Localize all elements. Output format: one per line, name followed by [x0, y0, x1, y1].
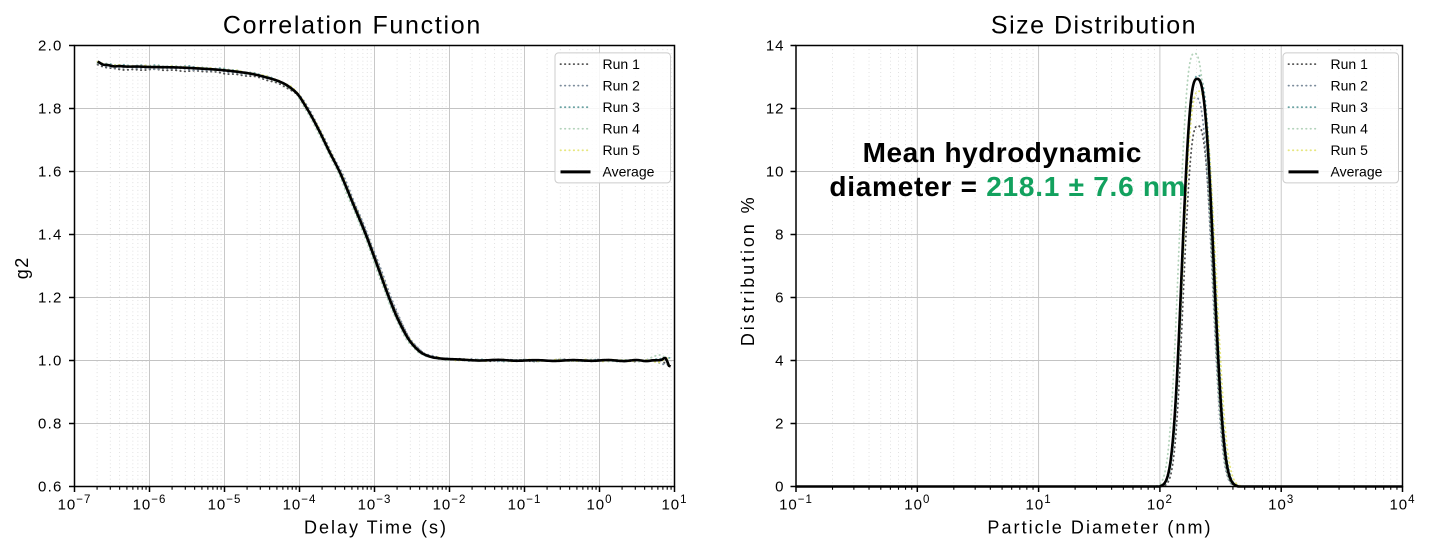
svg-text:2: 2: [775, 416, 784, 433]
svg-text:Run 3: Run 3: [1331, 99, 1369, 115]
svg-text:Run 4: Run 4: [1331, 121, 1369, 137]
svg-text:Run 1: Run 1: [1331, 56, 1369, 72]
svg-text:1.6: 1.6: [38, 164, 62, 181]
svg-text:Run 4: Run 4: [603, 121, 641, 137]
svg-text:1.8: 1.8: [38, 101, 62, 118]
svg-text:Run 2: Run 2: [1331, 77, 1369, 93]
svg-text:Run 1: Run 1: [603, 56, 641, 72]
svg-text:8: 8: [775, 227, 784, 244]
svg-text:2.0: 2.0: [38, 38, 62, 55]
svg-text:g2: g2: [12, 256, 32, 279]
svg-text:14: 14: [766, 38, 785, 55]
svg-text:Run 3: Run 3: [603, 99, 641, 115]
svg-text:Correlation Function: Correlation Function: [223, 12, 482, 40]
svg-text:Delay Time (s): Delay Time (s): [304, 518, 448, 538]
svg-text:Average: Average: [1331, 164, 1383, 180]
svg-text:Mean hydrodynamic: Mean hydrodynamic: [863, 137, 1142, 168]
svg-text:12: 12: [766, 101, 785, 118]
svg-text:Run 5: Run 5: [603, 142, 641, 158]
svg-text:0: 0: [775, 479, 784, 496]
svg-text:1.2: 1.2: [38, 290, 62, 307]
svg-text:6: 6: [775, 290, 784, 307]
svg-text:Average: Average: [603, 164, 655, 180]
svg-text:0.6: 0.6: [38, 479, 62, 496]
svg-text:Distribution %: Distribution %: [738, 194, 758, 346]
svg-text:Size Distribution: Size Distribution: [991, 12, 1197, 40]
svg-text:0.8: 0.8: [38, 416, 62, 433]
svg-text:Run 5: Run 5: [1331, 142, 1369, 158]
svg-text:Particle Diameter (nm): Particle Diameter (nm): [987, 518, 1212, 538]
svg-text:10: 10: [766, 164, 785, 181]
svg-text:1.4: 1.4: [38, 227, 62, 244]
svg-text:diameter = 218.1 ± 7.6 nm: diameter = 218.1 ± 7.6 nm: [829, 171, 1186, 202]
svg-text:4: 4: [775, 353, 784, 370]
svg-text:Run 2: Run 2: [603, 77, 641, 93]
svg-text:1.0: 1.0: [38, 353, 62, 370]
